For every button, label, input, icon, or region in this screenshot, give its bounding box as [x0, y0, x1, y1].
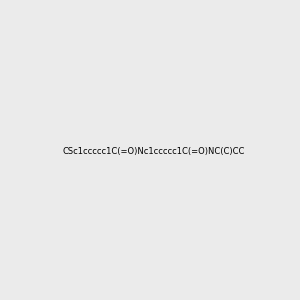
Text: CSc1ccccc1C(=O)Nc1ccccc1C(=O)NC(C)CC: CSc1ccccc1C(=O)Nc1ccccc1C(=O)NC(C)CC — [63, 147, 245, 156]
